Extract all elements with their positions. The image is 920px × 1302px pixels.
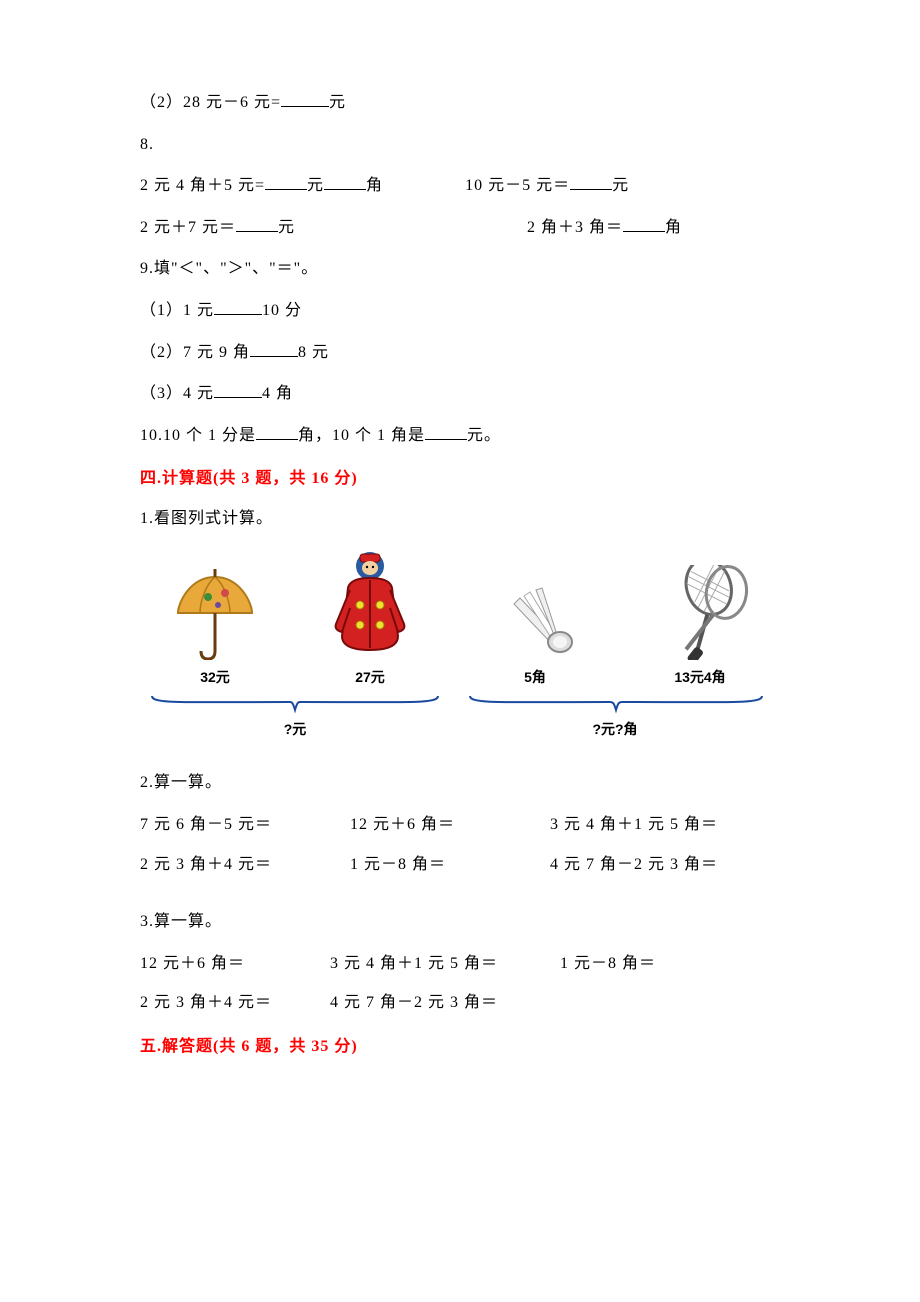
item-coat: 27元: [290, 550, 450, 688]
q-label-left: ?元: [140, 718, 450, 740]
calc-cell: 4 元 7 角－2 元 3 角＝: [330, 990, 560, 1016]
calc-cell: 2 元 3 角＋4 元＝: [140, 852, 350, 878]
item-rackets: 13元4角: [620, 565, 780, 688]
item-shuttlecock: 5角: [450, 580, 620, 688]
calc-cell: 4 元 7 角－2 元 3 角＝: [550, 852, 770, 878]
q10-mid: 角，10 个 1 角是: [298, 427, 425, 444]
brace-left: ?元: [140, 692, 450, 740]
q3-row1: 12 元＋6 角＝ 3 元 4 角＋1 元 5 角＝ 1 元－8 角＝: [140, 951, 780, 977]
q8r2a-prefix: 2 元＋7 元＝: [140, 219, 236, 236]
item-price: 13元4角: [674, 666, 725, 688]
q9-3-suffix: 4 角: [262, 385, 293, 402]
q9-2-suffix: 8 元: [298, 344, 329, 361]
item-price: 27元: [355, 666, 385, 688]
items-row: 32元 27元 5角: [140, 550, 780, 688]
q9-3-prefix: （3）4 元: [140, 385, 214, 402]
shuttlecock-icon: [490, 580, 580, 660]
q8r2b-suffix: 角: [665, 219, 682, 236]
q3-row2: 2 元 3 角＋4 元＝ 4 元 7 角－2 元 3 角＝: [140, 990, 780, 1016]
calc-cell: 1 元－8 角＝: [350, 852, 550, 878]
coat-icon: [320, 550, 420, 660]
blank[interactable]: [250, 340, 298, 357]
q8r1a-suffix: 角: [366, 177, 383, 194]
q9-1-suffix: 10 分: [262, 302, 302, 319]
blank[interactable]: [425, 423, 467, 440]
q10: 10.10 个 1 分是 角，10 个 1 角是 元。: [140, 423, 780, 449]
q7-2: （2）28 元－6 元= 元: [140, 90, 780, 116]
q2-row2: 2 元 3 角＋4 元＝ 1 元－8 角＝ 4 元 7 角－2 元 3 角＝: [140, 852, 780, 878]
calc-cell: 3 元 4 角＋1 元 5 角＝: [330, 951, 560, 977]
calc-cell: 3 元 4 角＋1 元 5 角＝: [550, 812, 770, 838]
item-price: 32元: [200, 666, 230, 688]
item-umbrella: 32元: [140, 565, 290, 688]
q8-row2: 2 元＋7 元＝ 元 2 角＋3 角＝ 角: [140, 215, 780, 241]
q8r2b-prefix: 2 角＋3 角＝: [527, 219, 623, 236]
q8-num: 8.: [140, 132, 780, 158]
q9-3: （3）4 元 4 角: [140, 381, 780, 407]
blank[interactable]: [570, 173, 612, 190]
brace-icon: [140, 692, 450, 716]
q9-2: （2）7 元 9 角 8 元: [140, 340, 780, 366]
q9-1-prefix: （1）1 元: [140, 302, 214, 319]
brace-icon: [450, 692, 780, 716]
sec4-q3: 3.算一算。: [140, 909, 780, 935]
blank[interactable]: [214, 381, 262, 398]
q8-row1: 2 元 4 角＋5 元= 元 角 10 元－5 元＝ 元: [140, 173, 780, 199]
blank[interactable]: [623, 215, 665, 232]
item-price: 5角: [524, 666, 546, 688]
umbrella-icon: [170, 565, 260, 660]
blank[interactable]: [214, 298, 262, 315]
calc-cell: 12 元＋6 角＝: [140, 951, 330, 977]
calc-cell: 12 元＋6 角＝: [350, 812, 550, 838]
q10-suffix: 元。: [467, 427, 501, 444]
q7-2-suffix: 元: [329, 94, 346, 111]
q8r1a-prefix: 2 元 4 角＋5 元=: [140, 177, 265, 194]
blank[interactable]: [281, 90, 329, 107]
sec4-q1: 1.看图列式计算。: [140, 506, 780, 532]
brace-right: ?元?角: [450, 692, 780, 740]
q8r1b-prefix: 10 元－5 元＝: [465, 177, 570, 194]
calc-cell: 2 元 3 角＋4 元＝: [140, 990, 330, 1016]
q9-1: （1）1 元 10 分: [140, 298, 780, 324]
q7-2-prefix: （2）28 元－6 元=: [140, 94, 281, 111]
calc-cell: [560, 990, 740, 1016]
q-label-right: ?元?角: [450, 718, 780, 740]
sec4-head: 四.计算题(共 3 题，共 16 分): [140, 466, 780, 492]
blank[interactable]: [265, 173, 307, 190]
brace-row: ?元 ?元?角: [140, 692, 780, 740]
q2-row1: 7 元 6 角－5 元＝ 12 元＋6 角＝ 3 元 4 角＋1 元 5 角＝: [140, 812, 780, 838]
rackets-icon: [645, 565, 755, 660]
q8r2a-suffix: 元: [278, 219, 295, 236]
q8r1a-mid: 元: [307, 177, 324, 194]
q8r1b-suffix: 元: [612, 177, 629, 194]
q9-head: 9.填"＜"、"＞"、"＝"。: [140, 256, 780, 282]
blank[interactable]: [256, 423, 298, 440]
blank[interactable]: [236, 215, 278, 232]
calc-cell: 7 元 6 角－5 元＝: [140, 812, 350, 838]
sec4-q2: 2.算一算。: [140, 770, 780, 796]
q9-2-prefix: （2）7 元 9 角: [140, 344, 250, 361]
sec5-head: 五.解答题(共 6 题，共 35 分): [140, 1034, 780, 1060]
q10-prefix: 10.10 个 1 分是: [140, 427, 256, 444]
calc-cell: 1 元－8 角＝: [560, 951, 740, 977]
blank[interactable]: [324, 173, 366, 190]
